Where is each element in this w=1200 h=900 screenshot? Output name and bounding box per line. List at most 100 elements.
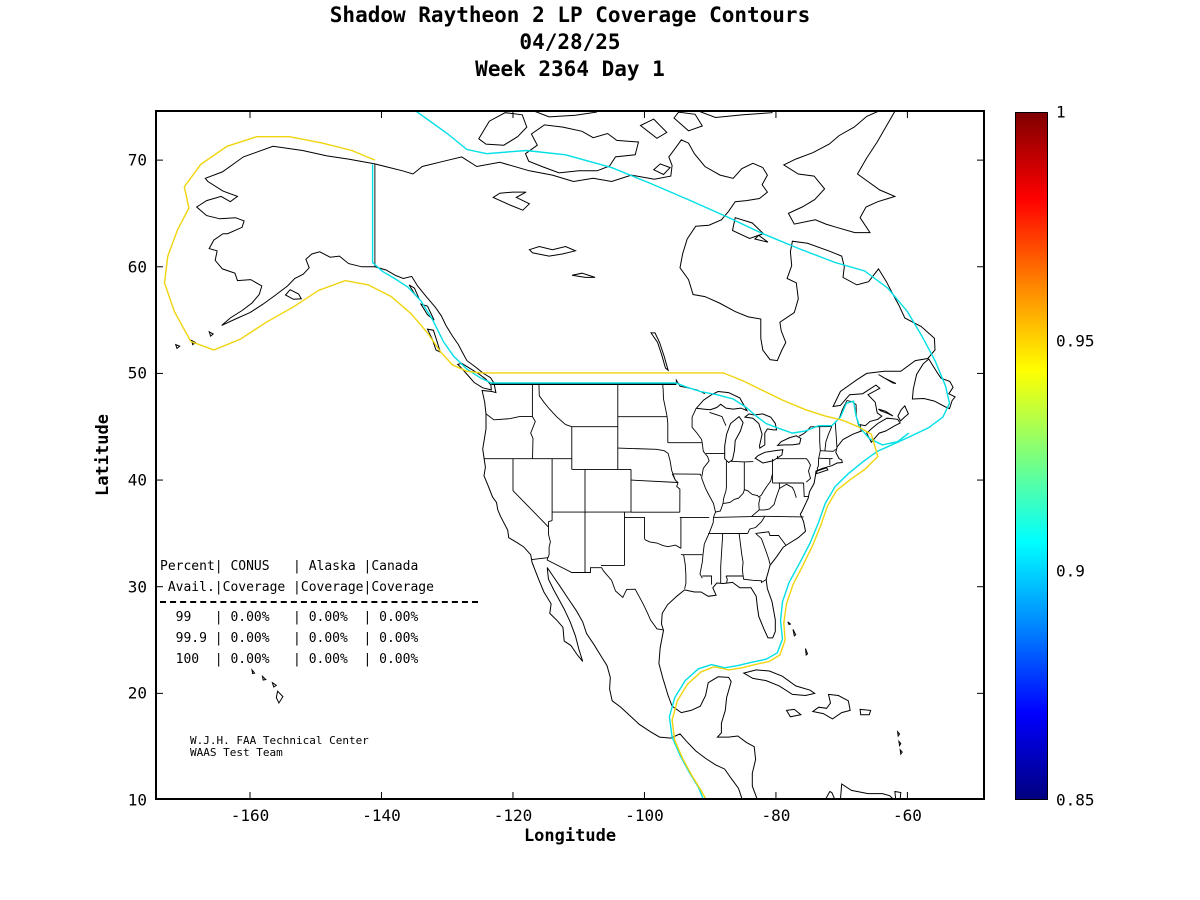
state-border bbox=[630, 479, 679, 483]
state-border bbox=[816, 426, 821, 471]
coastline-mainland bbox=[195, 139, 936, 800]
state-border bbox=[666, 416, 669, 443]
coastline-island bbox=[271, 681, 278, 688]
x-tick-label: -120 bbox=[493, 806, 533, 825]
lake-outline bbox=[528, 245, 577, 257]
credit-annotation: W.J.H. FAA Technical Center WAAS Test Te… bbox=[190, 735, 369, 759]
state-border bbox=[738, 533, 744, 577]
coastline-island bbox=[785, 708, 803, 718]
lake-outline bbox=[743, 413, 778, 449]
state-border bbox=[720, 533, 724, 584]
state-border bbox=[777, 455, 812, 483]
coastline-island bbox=[673, 111, 704, 132]
lake-outline bbox=[650, 332, 670, 372]
coastline-island bbox=[894, 790, 902, 800]
state-border bbox=[747, 516, 766, 534]
stats-divider bbox=[160, 601, 478, 603]
lake-outline bbox=[754, 449, 784, 464]
title-line-3: Week 2364 Day 1 bbox=[475, 57, 665, 81]
state-border bbox=[548, 520, 553, 527]
stats-line: Avail.|Coverage |Coverage|Coverage bbox=[160, 580, 434, 595]
state-border bbox=[803, 482, 809, 498]
state-border bbox=[818, 457, 833, 460]
state-border bbox=[699, 442, 716, 579]
coastline-island bbox=[782, 110, 897, 234]
coastline-island bbox=[478, 112, 528, 146]
coastline-island bbox=[896, 730, 901, 738]
coastline-south-america bbox=[824, 790, 836, 800]
colorbar-tick-label: 0.85 bbox=[1056, 790, 1095, 810]
state-border bbox=[731, 460, 754, 463]
lake-outline bbox=[695, 390, 749, 412]
coastline-island bbox=[639, 118, 668, 139]
state-border bbox=[778, 483, 797, 498]
coastline-island bbox=[792, 629, 797, 637]
state-border bbox=[512, 458, 551, 559]
state-border bbox=[683, 554, 687, 589]
y-tick-label: 40 bbox=[127, 470, 147, 490]
stats-line: 100 | 0.00% | 0.00% | 0.00% bbox=[160, 652, 419, 667]
state-border bbox=[662, 384, 668, 417]
coastline-island bbox=[753, 234, 769, 243]
map-plot bbox=[155, 110, 985, 800]
coastline-island bbox=[251, 668, 256, 675]
credit-line-2: WAAS Test Team bbox=[190, 746, 283, 759]
colorbar bbox=[1015, 112, 1048, 800]
coastline-island bbox=[898, 739, 902, 748]
coastline-island bbox=[174, 343, 181, 350]
state-border bbox=[672, 473, 702, 477]
coastline-island bbox=[911, 358, 956, 410]
state-border bbox=[722, 461, 727, 504]
state-border bbox=[709, 411, 727, 426]
lake-outline bbox=[492, 191, 531, 211]
title-line-2: 04/28/25 bbox=[519, 30, 621, 54]
x-tick-label: -80 bbox=[761, 806, 791, 825]
colorbar-tick-label: 0.9 bbox=[1056, 561, 1085, 581]
state-border bbox=[751, 488, 780, 517]
x-tick-label: -160 bbox=[230, 806, 270, 825]
state-border bbox=[755, 531, 787, 546]
state-border bbox=[531, 557, 664, 631]
coastline-island bbox=[866, 417, 901, 444]
plot-title: Shadow Raytheon 2 LP Coverage Contours 0… bbox=[155, 2, 985, 83]
x-tick-label: -140 bbox=[362, 806, 401, 825]
contour-cyan bbox=[371, 164, 910, 446]
coastline-island bbox=[524, 124, 640, 174]
coastline-island bbox=[815, 467, 829, 475]
lake-outline bbox=[776, 435, 802, 446]
lake-outline bbox=[724, 415, 744, 464]
availability-table: Percent| CONUS | Alaska |Canada Avail.|C… bbox=[160, 556, 478, 670]
x-axis-label: Longitude bbox=[523, 826, 617, 846]
state-border bbox=[715, 473, 773, 513]
stats-line: Percent| CONUS | Alaska |Canada bbox=[160, 559, 419, 574]
coastline-island bbox=[531, 110, 597, 118]
state-border bbox=[702, 575, 712, 585]
state-border bbox=[671, 473, 681, 513]
y-tick-label: 70 bbox=[127, 150, 147, 170]
coastline-south-america bbox=[839, 783, 895, 800]
coastline-island bbox=[899, 748, 903, 756]
coastline-island bbox=[805, 648, 809, 656]
lake-outline bbox=[571, 272, 596, 278]
coastline-island bbox=[859, 708, 872, 716]
contour-yellow bbox=[163, 136, 879, 800]
state-border bbox=[624, 516, 645, 539]
y-tick-label: 30 bbox=[127, 577, 147, 597]
coastline-island bbox=[878, 374, 897, 384]
coastline-island bbox=[261, 674, 267, 681]
coastline-island bbox=[284, 289, 303, 300]
state-border bbox=[691, 408, 703, 443]
coastline-island bbox=[652, 163, 671, 176]
coastline-island bbox=[208, 330, 215, 337]
y-tick-label: 10 bbox=[127, 790, 147, 810]
coastline-island bbox=[695, 110, 773, 119]
y-tick-label: 60 bbox=[127, 257, 147, 277]
coastline-island bbox=[787, 621, 792, 626]
coastline-island bbox=[275, 690, 284, 705]
title-line-1: Shadow Raytheon 2 LP Coverage Contours bbox=[329, 3, 811, 27]
colorbar-tick-label: 1 bbox=[1056, 102, 1066, 122]
stats-line: 99 | 0.00% | 0.00% | 0.00% bbox=[160, 610, 419, 625]
state-border bbox=[725, 575, 728, 584]
coastline-island bbox=[742, 669, 816, 697]
state-border bbox=[538, 384, 572, 428]
